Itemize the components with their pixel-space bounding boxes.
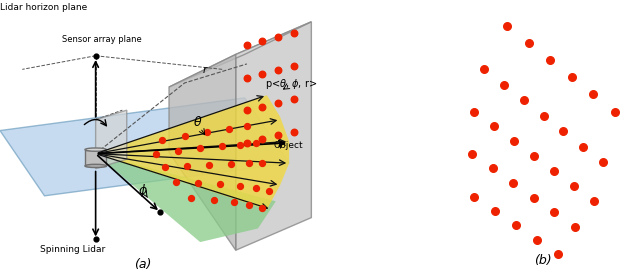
Point [609, 109, 620, 114]
Point [499, 83, 509, 87]
Text: r: r [202, 66, 207, 75]
Point [273, 35, 283, 39]
Point [554, 252, 564, 256]
Point [257, 39, 268, 43]
Point [215, 182, 225, 187]
Point [209, 198, 219, 202]
Point [257, 72, 268, 76]
Text: $\phi$: $\phi$ [138, 183, 148, 199]
Point [195, 146, 205, 150]
Point [179, 134, 189, 138]
Point [242, 141, 252, 145]
Point [157, 138, 168, 142]
Point [511, 223, 522, 228]
Point [217, 144, 228, 149]
Point [244, 161, 254, 165]
Point [529, 196, 539, 200]
Point [588, 199, 598, 203]
Point [173, 149, 183, 153]
Point [570, 225, 580, 229]
Point [182, 164, 192, 168]
Point [568, 184, 579, 188]
Text: Lidar horizon plane: Lidar horizon plane [0, 2, 87, 11]
Point [171, 180, 181, 184]
Point [289, 97, 299, 101]
Point [159, 165, 170, 169]
Point [186, 196, 196, 200]
Point [538, 114, 548, 118]
Point [228, 200, 239, 205]
FancyBboxPatch shape [85, 150, 106, 166]
Point [257, 161, 268, 165]
Point [529, 154, 539, 159]
Point [479, 67, 489, 72]
Point [545, 58, 556, 62]
Point [257, 137, 268, 141]
Point [549, 210, 559, 215]
Point [273, 101, 283, 105]
Point [204, 162, 214, 167]
Ellipse shape [85, 148, 106, 151]
Point [469, 195, 479, 199]
Point [588, 92, 598, 97]
Point [566, 75, 577, 79]
Point [467, 152, 477, 156]
Polygon shape [95, 95, 289, 209]
Point [90, 237, 100, 242]
Text: (a): (a) [134, 258, 151, 271]
Point [244, 203, 254, 207]
Point [264, 189, 274, 193]
Point [548, 169, 559, 174]
Text: Sensor array plane: Sensor array plane [62, 35, 142, 44]
Point [598, 160, 609, 165]
Polygon shape [169, 54, 236, 250]
Point [90, 54, 100, 58]
Point [226, 162, 236, 166]
Point [532, 237, 543, 242]
Point [242, 124, 252, 129]
Point [0, 183, 1, 187]
Point [488, 166, 498, 171]
Point [193, 181, 203, 185]
Point [150, 152, 161, 156]
Point [502, 24, 513, 28]
Polygon shape [236, 22, 311, 250]
Point [518, 98, 529, 103]
Point [289, 30, 299, 35]
Point [469, 109, 479, 114]
Point [224, 127, 234, 131]
Point [257, 205, 268, 210]
Text: p<$\theta$, $\phi$, r>: p<$\theta$, $\phi$, r> [265, 77, 317, 91]
Text: Spinning Lidar: Spinning Lidar [40, 245, 106, 254]
Point [235, 143, 245, 147]
Point [524, 41, 534, 45]
Point [558, 129, 568, 134]
Point [509, 139, 519, 144]
Point [289, 64, 299, 69]
Point [242, 75, 252, 80]
Point [155, 210, 165, 214]
Text: Object: Object [273, 141, 303, 150]
Point [273, 68, 283, 72]
Point [289, 129, 299, 134]
Point [202, 130, 212, 135]
Point [508, 181, 518, 185]
Polygon shape [95, 154, 276, 242]
Point [251, 186, 261, 190]
Point [257, 104, 268, 109]
Text: (b): (b) [534, 254, 551, 267]
Text: $\theta$: $\theta$ [193, 116, 203, 129]
Polygon shape [95, 110, 127, 169]
Point [251, 141, 261, 145]
Polygon shape [0, 98, 289, 196]
Point [235, 184, 245, 188]
Point [273, 133, 283, 138]
Point [242, 43, 252, 47]
Point [579, 145, 589, 149]
Ellipse shape [85, 164, 106, 168]
Point [489, 124, 499, 129]
Polygon shape [169, 22, 311, 87]
Point [242, 108, 252, 112]
Point [490, 209, 500, 214]
